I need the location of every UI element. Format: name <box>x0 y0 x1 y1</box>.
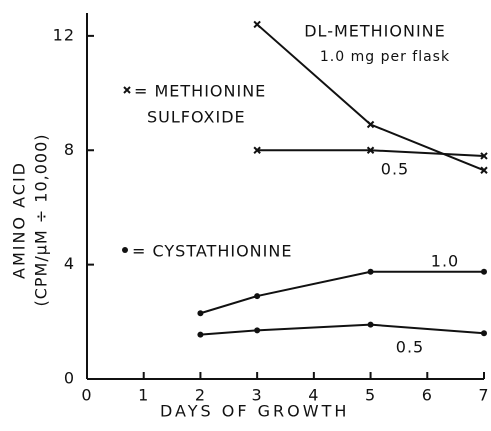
legend-label: SULFOXIDE <box>147 108 246 127</box>
series-label: 0.5 <box>381 160 409 179</box>
dot-marker <box>367 268 374 275</box>
dot-marker <box>197 310 204 317</box>
series-line <box>200 323 485 336</box>
y-tick-label: 4 <box>64 254 75 273</box>
dot-marker <box>122 247 128 253</box>
y-axis-label: (CPM/μM ÷ 10,000) <box>32 133 51 306</box>
x-marker <box>366 146 375 154</box>
y-axis-label: AMINO ACID <box>10 161 29 279</box>
x-tick-label: 1 <box>138 386 149 405</box>
series-line <box>256 23 485 172</box>
dot-marker <box>254 293 261 300</box>
x-tick-label: 2 <box>195 386 206 405</box>
legend-label: = CYSTATHIONINE <box>132 242 292 261</box>
x-marker <box>123 86 131 94</box>
dot-marker <box>481 268 487 275</box>
x-tick-label: 6 <box>422 386 433 405</box>
x-tick-label: 0 <box>81 386 92 405</box>
x-marker <box>253 20 261 29</box>
dot-marker <box>254 327 261 334</box>
dot-marker <box>197 331 204 338</box>
y-tick-label: 12 <box>53 25 75 44</box>
x-axis-label: DAYS OF GROWTH <box>160 402 349 421</box>
x-tick-label: 5 <box>365 386 376 405</box>
y-tick-label: 0 <box>64 369 75 388</box>
x-tick-label: 7 <box>478 386 489 405</box>
x-marker <box>480 166 488 174</box>
x-tick-label: 3 <box>252 386 263 405</box>
x-marker <box>253 146 261 154</box>
x-marker <box>480 152 488 160</box>
series-label: 0.5 <box>396 338 424 357</box>
series-label: 1.0 <box>431 252 459 271</box>
legend-label: = METHIONINE <box>134 82 266 101</box>
x-marker <box>366 120 375 129</box>
y-tick-label: 8 <box>64 140 75 159</box>
series-label: 1.0 mg per flask <box>320 49 450 65</box>
x-tick-label: 4 <box>308 386 319 405</box>
dot-marker <box>367 321 374 328</box>
annotation: DL-METHIONINE <box>304 22 446 41</box>
series-line <box>200 270 484 315</box>
dot-marker <box>481 330 487 337</box>
